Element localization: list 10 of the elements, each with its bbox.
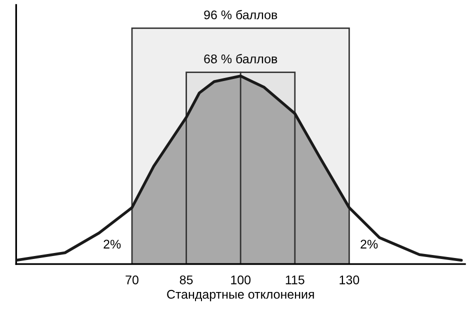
x-tick-label: 130 — [340, 275, 360, 284]
annotation: 2% — [104, 240, 121, 249]
x-tick-label: 115 — [286, 276, 304, 284]
annotation: 2% — [360, 240, 378, 249]
x-tick-label: 100 — [231, 275, 251, 284]
x-tick-label: 85 — [180, 275, 193, 284]
band-label: 96 % баллов — [204, 10, 278, 20]
band-label: 68 % баллов — [204, 54, 278, 64]
x-tick-label: 70 — [126, 275, 138, 284]
x-axis-title: Стандартные отклонения — [167, 290, 314, 302]
